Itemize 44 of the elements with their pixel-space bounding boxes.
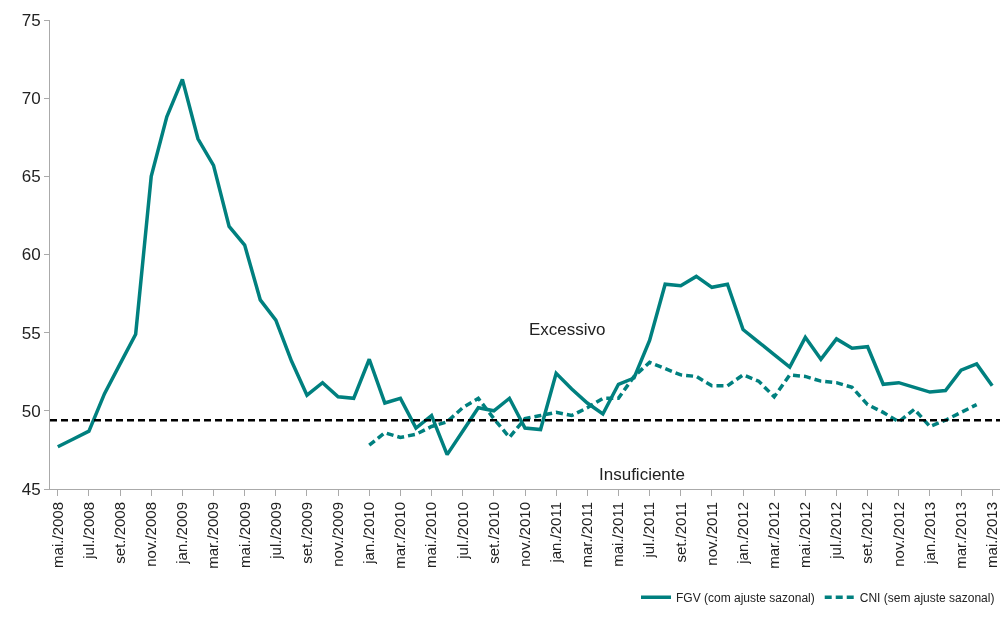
x-tick-label: nov./2008 [142, 502, 160, 567]
x-tick-label: jul./2008 [79, 502, 97, 560]
y-tick-label: 50 [21, 401, 41, 421]
annotation: Insuficiente [599, 465, 685, 484]
x-tick-label: jul./2009 [266, 502, 284, 560]
x-tick-label: jan./2013 [920, 502, 938, 565]
x-tick-label: mar./2010 [391, 502, 409, 569]
x-tick-label: nov./2009 [328, 502, 346, 567]
legend-label: CNI (sem ajuste sazonal) [859, 590, 995, 605]
x-tick-label: nov./2012 [889, 502, 907, 567]
x-tick-label: jan./2009 [173, 502, 191, 565]
x-tick-label: mai./2013 [983, 502, 1001, 568]
x-tick-label: set./2010 [484, 502, 502, 564]
x-tick-label: nov./2010 [515, 502, 533, 567]
y-tick-label: 75 [21, 10, 41, 30]
x-tick-label: mai./2009 [235, 502, 253, 568]
y-tick-label: 45 [21, 479, 41, 499]
x-tick-label: mar./2012 [765, 502, 783, 569]
x-tick-label: mai./2011 [609, 502, 627, 567]
x-tick-label: jan./2010 [360, 502, 378, 565]
x-tick-label: set./2008 [110, 502, 128, 564]
annotation: Excessivo [529, 320, 606, 339]
y-tick-label: 70 [21, 89, 41, 109]
line-series [367, 360, 979, 447]
y-tick-label: 65 [21, 167, 41, 187]
x-tick-label: set./2009 [297, 502, 315, 564]
x-tick-label: jul./2012 [827, 502, 845, 560]
x-tick-label: set./2012 [858, 502, 876, 564]
x-tick-label: mai./2012 [796, 502, 814, 568]
x-tick-label: jul./2010 [453, 502, 471, 560]
x-tick-label: mai./2010 [422, 502, 440, 568]
x-tick-label: jul./2011 [640, 502, 658, 559]
x-tick-label: mar./2009 [204, 502, 222, 569]
line-series [56, 77, 994, 457]
x-tick-label: jan./2012 [733, 502, 751, 565]
x-tick-label: jan./2011 [547, 502, 565, 564]
x-tick-label: mai./2008 [48, 502, 66, 568]
x-tick-label: nov./2011 [702, 502, 720, 566]
x-tick-label: set./2011 [671, 502, 689, 563]
x-tick-label: mar./2013 [951, 502, 969, 569]
legend-label: FGV (com ajuste sazonal) [676, 590, 815, 605]
y-tick-label: 55 [21, 323, 41, 343]
x-tick-label: mar./2011 [578, 502, 596, 568]
y-tick-label: 60 [21, 245, 41, 265]
